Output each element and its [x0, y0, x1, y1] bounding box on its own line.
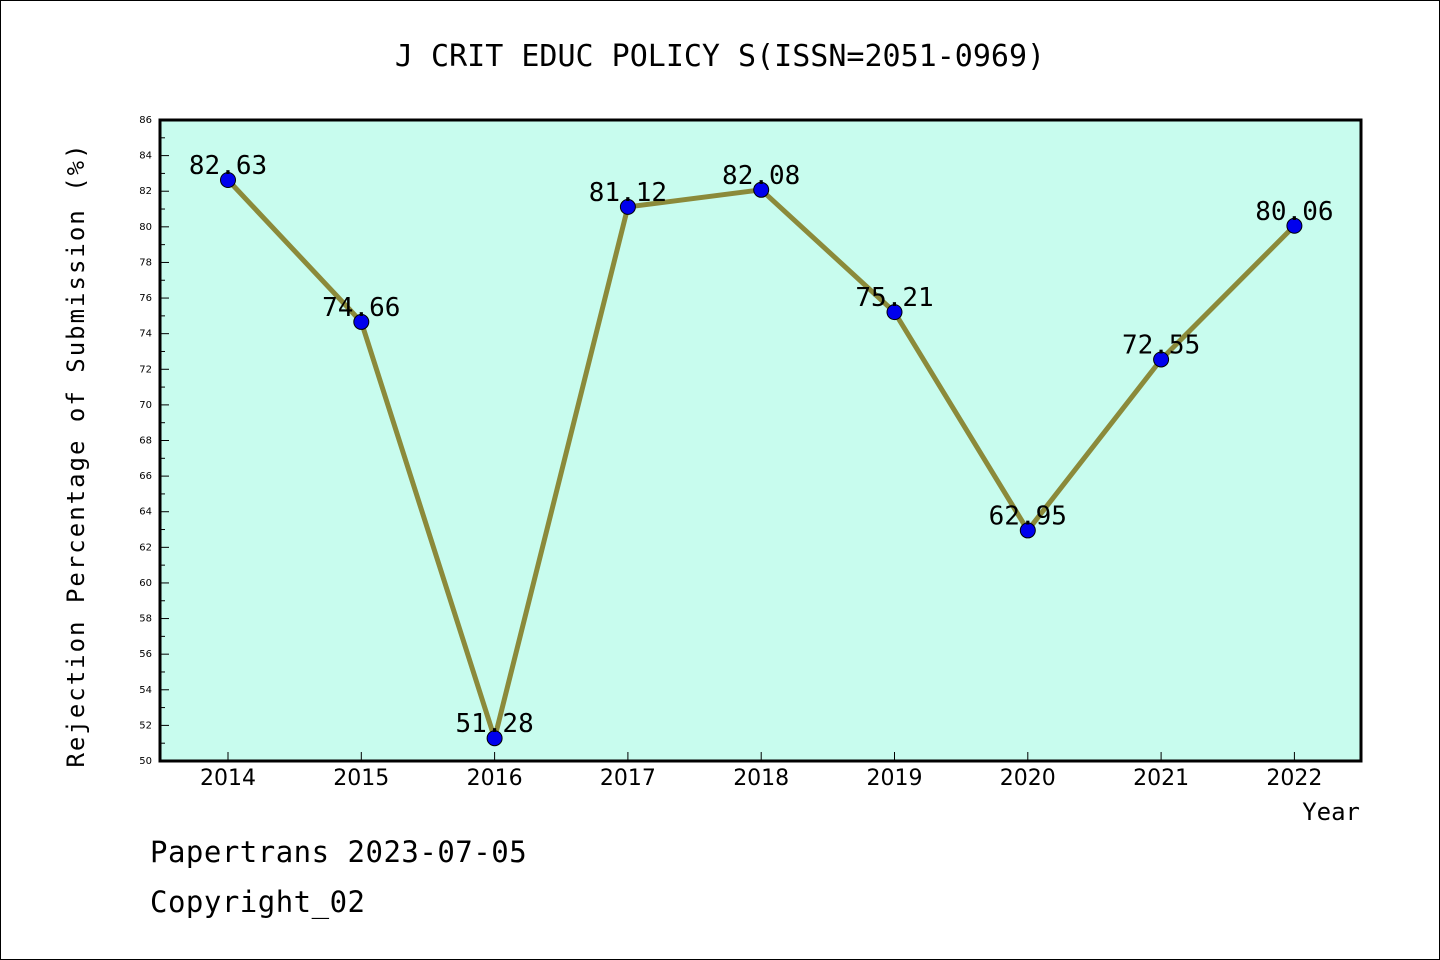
plot-area — [158, 118, 1363, 763]
footer-date: Papertrans 2023-07-05 — [150, 835, 528, 869]
y-tick-label: 54 — [139, 685, 152, 696]
x-tick-label: 2020 — [1000, 766, 1056, 791]
x-tick-label: 2018 — [733, 766, 789, 791]
x-tick-label: 2014 — [200, 766, 256, 791]
data-point — [619, 198, 636, 215]
data-labels: 82.63 74.66 51.28 81.12 82.08 75.21 62.95 72.55… — [189, 151, 1334, 739]
y-tick-label: 80 — [139, 222, 152, 233]
chart-title: J CRIT EDUC POLICY S(ISSN=2051-0969) — [395, 39, 1045, 74]
y-tick-label: 64 — [139, 507, 152, 518]
y-tick-label: 50 — [139, 756, 152, 767]
x-tick-label: 2021 — [1133, 766, 1189, 791]
data-point — [486, 730, 503, 747]
y-tick-label: 70 — [139, 400, 152, 411]
data-label: 62.95 — [989, 501, 1067, 531]
x-tick-label: 2017 — [600, 766, 656, 791]
y-tick-label: 86 — [139, 115, 152, 126]
y-tick-label: 58 — [139, 614, 152, 625]
data-point — [1286, 217, 1303, 234]
data-point — [886, 304, 903, 321]
data-label: 74.66 — [322, 293, 400, 323]
data-label: 80.06 — [1255, 197, 1333, 227]
x-axis: 2014 2015 2016 2017 2018 2019 2020 2021 2022 — [200, 752, 1322, 791]
y-tick-label: 78 — [139, 257, 152, 268]
series-rejection — [220, 172, 1303, 747]
y-tick-label: 60 — [139, 578, 152, 589]
data-point — [1153, 351, 1170, 368]
x-tick-label: 2016 — [467, 766, 523, 791]
data-label: 81.12 — [589, 178, 667, 208]
x-axis-label: Year — [1302, 798, 1360, 826]
data-label: 72.55 — [1122, 330, 1200, 360]
y-tick-label: 82 — [139, 186, 152, 197]
data-point — [753, 181, 770, 198]
y-tick-label: 76 — [139, 293, 152, 304]
y-tick-label: 52 — [139, 720, 152, 731]
y-axis: 50 52 54 56 58 60 62 64 66 68 70 72 74 76 78 80 82 84 86 — [139, 115, 169, 767]
y-tick-label: 74 — [139, 329, 152, 340]
data-point — [220, 172, 236, 189]
x-tick-label: 2022 — [1266, 766, 1322, 791]
data-label: 75.21 — [855, 283, 933, 313]
y-tick-label: 62 — [139, 542, 152, 553]
footer-copyright: Copyright_02 — [150, 885, 366, 919]
data-point — [353, 313, 370, 330]
y-tick-label: 72 — [139, 364, 152, 375]
x-tick-label: 2015 — [333, 766, 389, 791]
y-tick-label: 68 — [139, 436, 152, 447]
y-tick-label: 66 — [139, 471, 152, 482]
y-tick-label: 56 — [139, 649, 152, 660]
data-label: 82.08 — [722, 161, 800, 191]
data-label: 51.28 — [455, 709, 533, 739]
y-axis-label: Rejection Percentage of Submission (%) — [62, 142, 90, 767]
y-tick-label: 84 — [139, 151, 152, 162]
data-point — [1019, 522, 1036, 539]
data-label: 82.63 — [189, 151, 267, 181]
x-tick-label: 2019 — [867, 766, 923, 791]
